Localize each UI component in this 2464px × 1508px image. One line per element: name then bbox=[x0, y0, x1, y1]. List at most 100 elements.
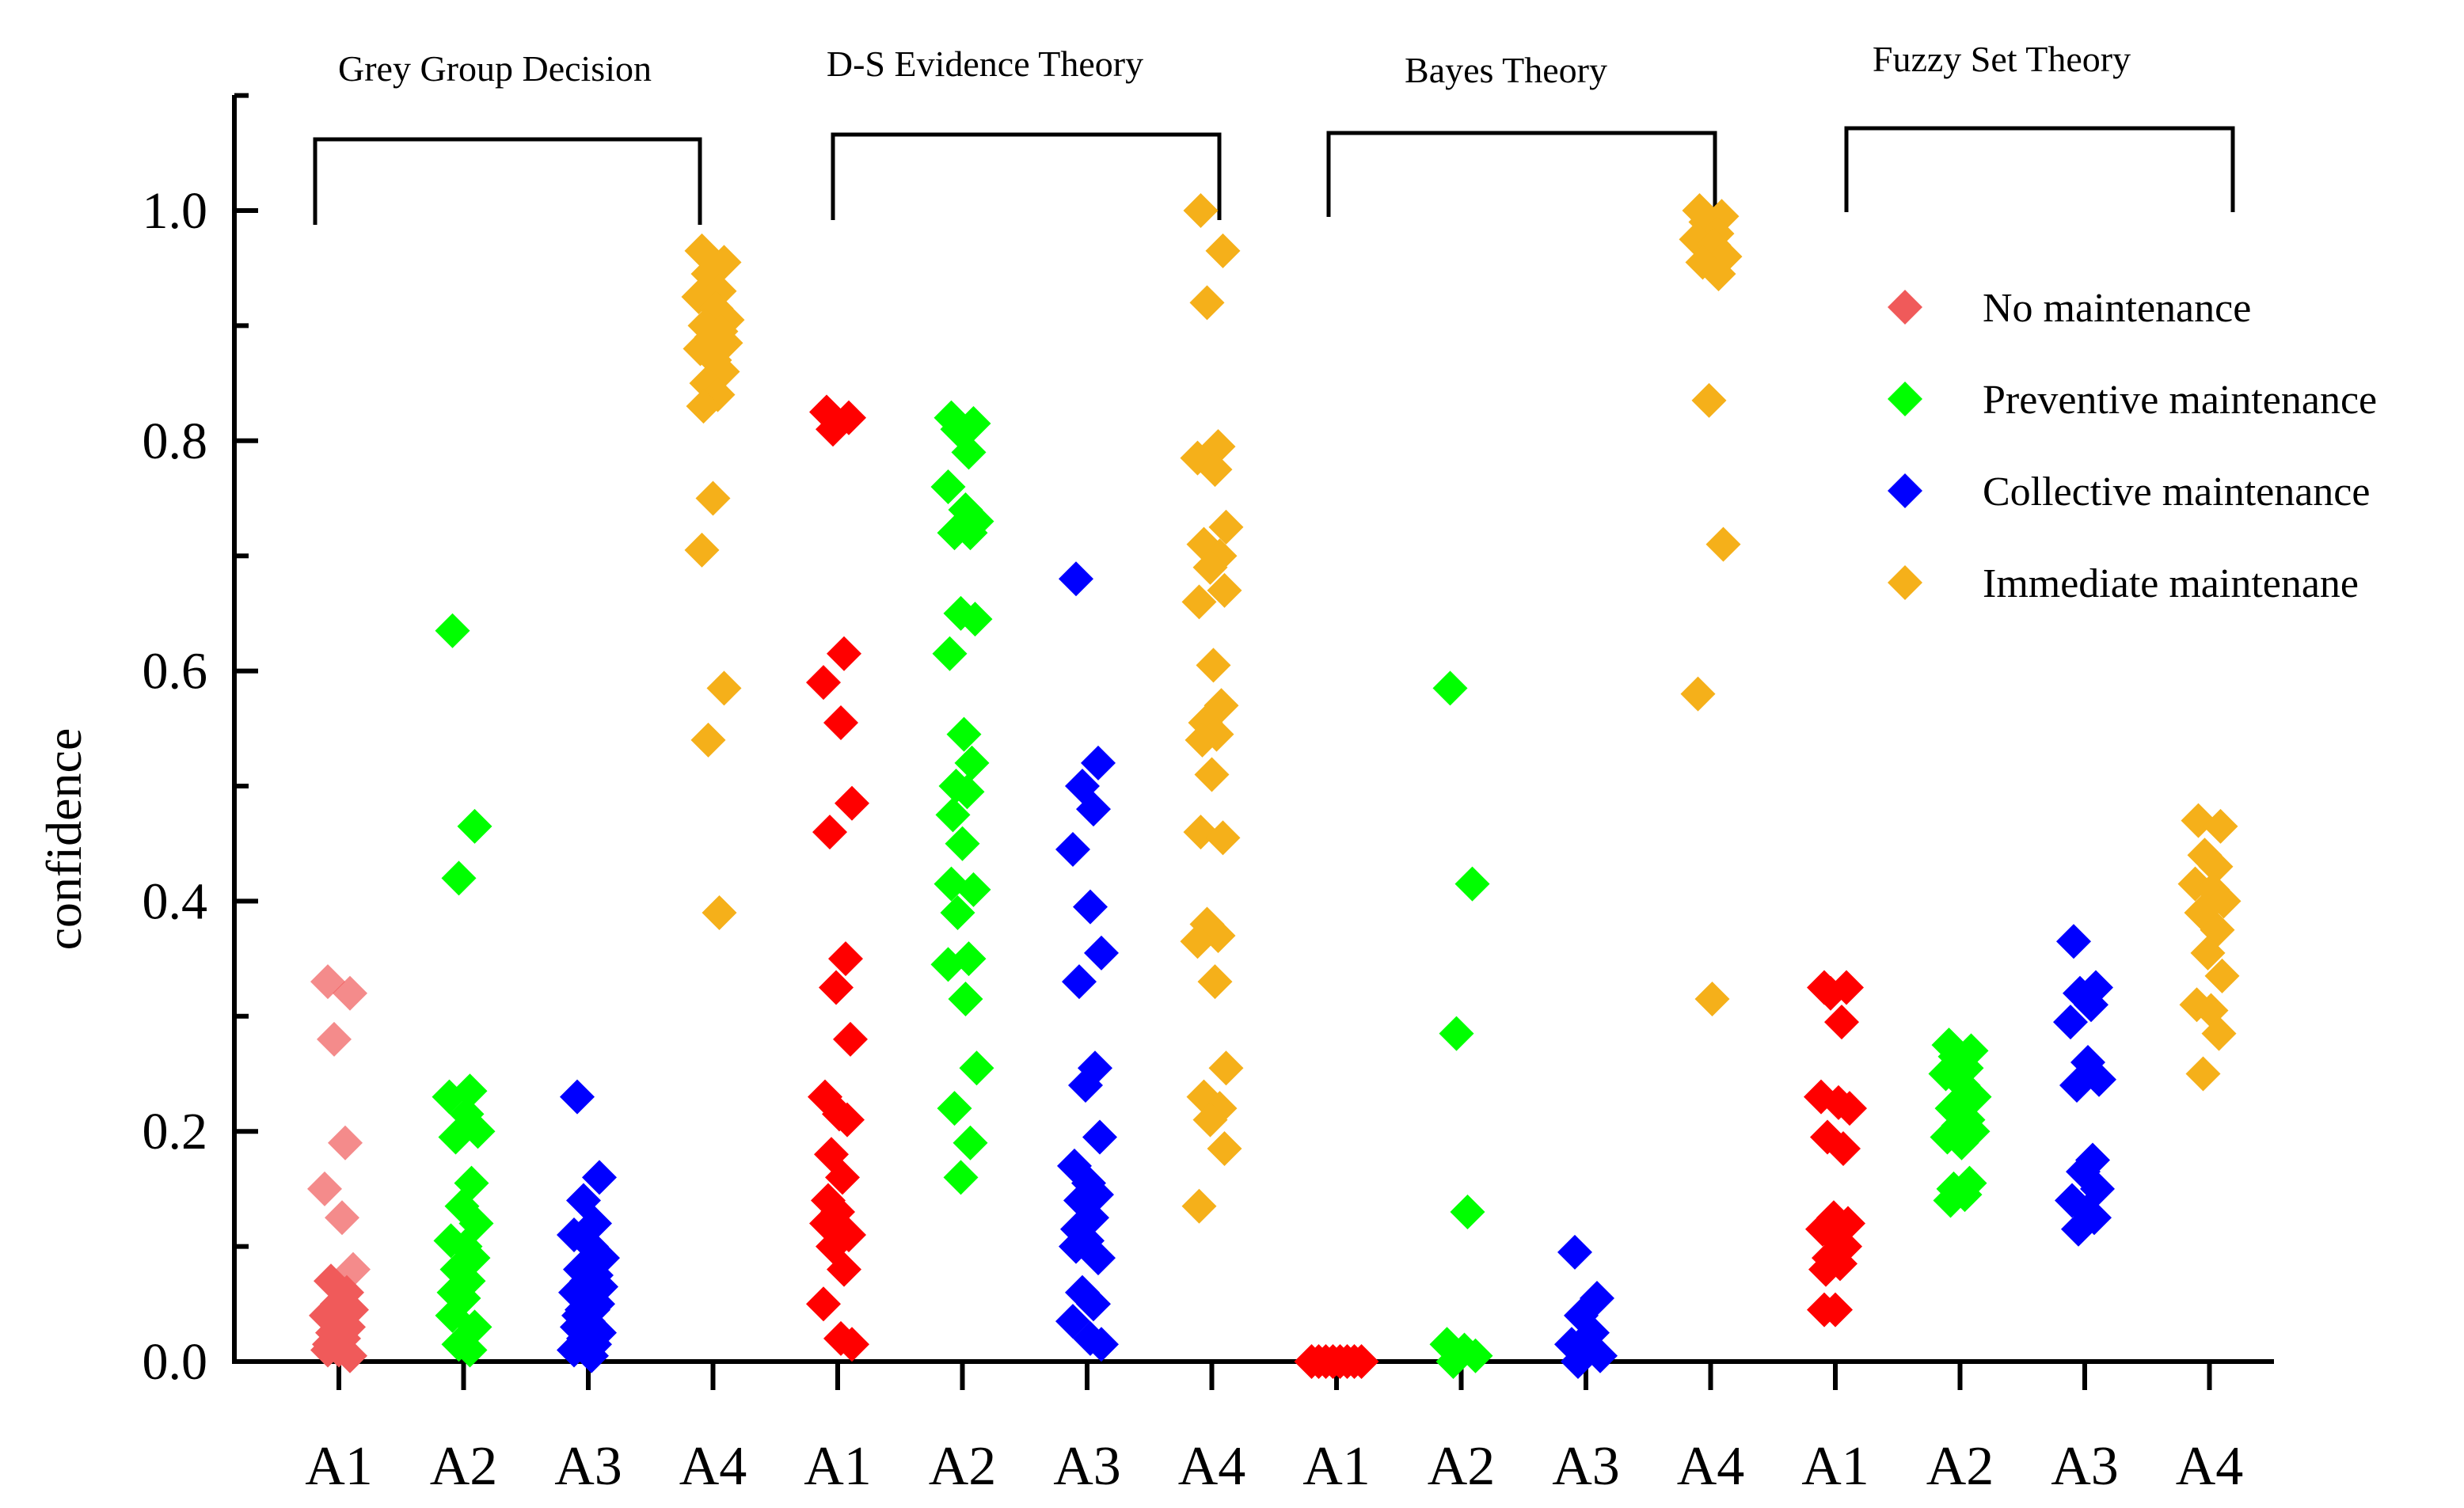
group-brackets bbox=[313, 126, 2235, 225]
data-point bbox=[438, 1119, 473, 1155]
data-point bbox=[1197, 452, 1233, 488]
data-point bbox=[333, 975, 367, 1011]
data-point bbox=[1194, 757, 1230, 792]
data-point bbox=[949, 774, 985, 810]
legend-marker bbox=[1888, 290, 1922, 325]
data-point bbox=[2053, 1005, 2088, 1040]
data-point bbox=[333, 1338, 367, 1373]
y-axis-label: confidence bbox=[36, 728, 92, 951]
data-point bbox=[1450, 1194, 1485, 1229]
data-point bbox=[957, 602, 993, 637]
x-tick-label: A3 bbox=[1053, 1436, 1121, 1497]
x-tick-label: A2 bbox=[430, 1436, 498, 1497]
y-tick-label: 0.6 bbox=[143, 643, 208, 701]
data-point bbox=[1082, 1119, 1117, 1155]
data-point bbox=[1807, 1292, 1842, 1328]
data-point bbox=[1944, 1125, 1979, 1160]
data-point bbox=[582, 1160, 617, 1195]
data-point bbox=[1189, 285, 1225, 321]
legend-marker bbox=[1888, 382, 1922, 416]
data-point bbox=[1813, 975, 1848, 1011]
data-point bbox=[816, 412, 850, 447]
data-point bbox=[325, 1200, 359, 1236]
data-point bbox=[1207, 1131, 1242, 1167]
data-point bbox=[951, 435, 987, 470]
group-labels: Grey Group Decision D-S Evidence Theory Ba… bbox=[338, 39, 2131, 90]
x-tick-label: A4 bbox=[679, 1436, 747, 1497]
data-point bbox=[1081, 745, 1116, 781]
data-point bbox=[706, 670, 742, 706]
data-point bbox=[1059, 561, 1093, 597]
x-tick-label: A4 bbox=[1178, 1436, 1246, 1497]
data-point bbox=[956, 872, 991, 907]
data-point bbox=[1062, 964, 1097, 1000]
legend-label: Preventive maintenance bbox=[1983, 378, 2377, 423]
data-point bbox=[702, 895, 737, 930]
data-point bbox=[825, 1160, 860, 1195]
data-point bbox=[1933, 1183, 1968, 1218]
data-point bbox=[1183, 193, 1219, 228]
y-tick-label: 0.4 bbox=[143, 872, 208, 930]
data-point bbox=[1454, 866, 1490, 902]
data-point bbox=[932, 636, 968, 671]
data-point bbox=[1826, 1131, 1861, 1167]
data-point bbox=[940, 895, 975, 930]
data-point bbox=[1832, 1091, 1867, 1126]
y-tick-label: 1.0 bbox=[143, 182, 208, 240]
data-point bbox=[1435, 1344, 1471, 1379]
x-tick-label: A3 bbox=[554, 1436, 622, 1497]
y-ticks: 0.0 0.2 0.4 0.6 0.8 1.0 bbox=[143, 93, 258, 1391]
data-point bbox=[833, 1021, 868, 1057]
data-point bbox=[1207, 572, 1242, 608]
x-tick-label: A1 bbox=[1801, 1436, 1869, 1497]
data-point bbox=[1705, 526, 1741, 562]
data-point bbox=[1196, 648, 1231, 683]
data-point bbox=[1691, 382, 1727, 418]
x-tick-label: A3 bbox=[1552, 1436, 1620, 1497]
y-tick-label: 0.0 bbox=[143, 1333, 208, 1391]
x-tick-label: A1 bbox=[804, 1436, 872, 1497]
data-point bbox=[948, 981, 983, 1016]
y-tick-label: 0.8 bbox=[143, 412, 208, 470]
data-point bbox=[830, 1102, 865, 1138]
data-point bbox=[1197, 964, 1233, 1000]
data-point bbox=[1068, 1068, 1103, 1103]
data-point bbox=[953, 515, 988, 551]
data-point bbox=[943, 1160, 979, 1195]
data-point bbox=[1208, 509, 1244, 545]
legend-label: No maintenance bbox=[1983, 286, 2251, 331]
data-point bbox=[835, 785, 869, 821]
group-label: Bayes Theory bbox=[1405, 50, 1607, 90]
group-bracket bbox=[831, 132, 1222, 220]
data-point bbox=[2198, 849, 2234, 884]
x-tick-label: A2 bbox=[1428, 1436, 1496, 1497]
data-point bbox=[684, 532, 720, 568]
data-point bbox=[2185, 1056, 2221, 1092]
x-tick-label: A2 bbox=[1926, 1436, 1994, 1497]
data-point bbox=[1344, 1344, 1379, 1379]
data-point bbox=[806, 665, 841, 701]
data-point bbox=[1701, 256, 1736, 291]
data-point bbox=[2074, 987, 2108, 1023]
data-point bbox=[1184, 722, 1220, 758]
data-point bbox=[1081, 1240, 1116, 1276]
x-tick-label: A4 bbox=[2176, 1436, 2244, 1497]
data-point bbox=[317, 1021, 352, 1057]
legend: No maintenance Preventive maintenance Coll… bbox=[1888, 286, 2377, 606]
group-label: Grey Group Decision bbox=[338, 48, 652, 89]
data-point bbox=[828, 941, 863, 977]
data-point bbox=[835, 1327, 869, 1362]
legend-label: Immediate maintenane bbox=[1983, 561, 2359, 606]
data-point bbox=[819, 970, 854, 1005]
data-point bbox=[1808, 1252, 1843, 1287]
data-point bbox=[1192, 1102, 1228, 1138]
data-point bbox=[959, 1050, 994, 1086]
data-point bbox=[1084, 1327, 1119, 1362]
data-point bbox=[1680, 676, 1716, 712]
data-point bbox=[328, 1125, 363, 1160]
data-point bbox=[935, 797, 971, 833]
x-ticks: A1 A2 A3 A4 A1 A2 A3 A4 A1 A2 A3 A4 A1 A2 A3 A4 bbox=[305, 1362, 2243, 1497]
data-point bbox=[574, 1338, 609, 1373]
data-point bbox=[452, 1332, 488, 1368]
data-point bbox=[930, 947, 966, 982]
